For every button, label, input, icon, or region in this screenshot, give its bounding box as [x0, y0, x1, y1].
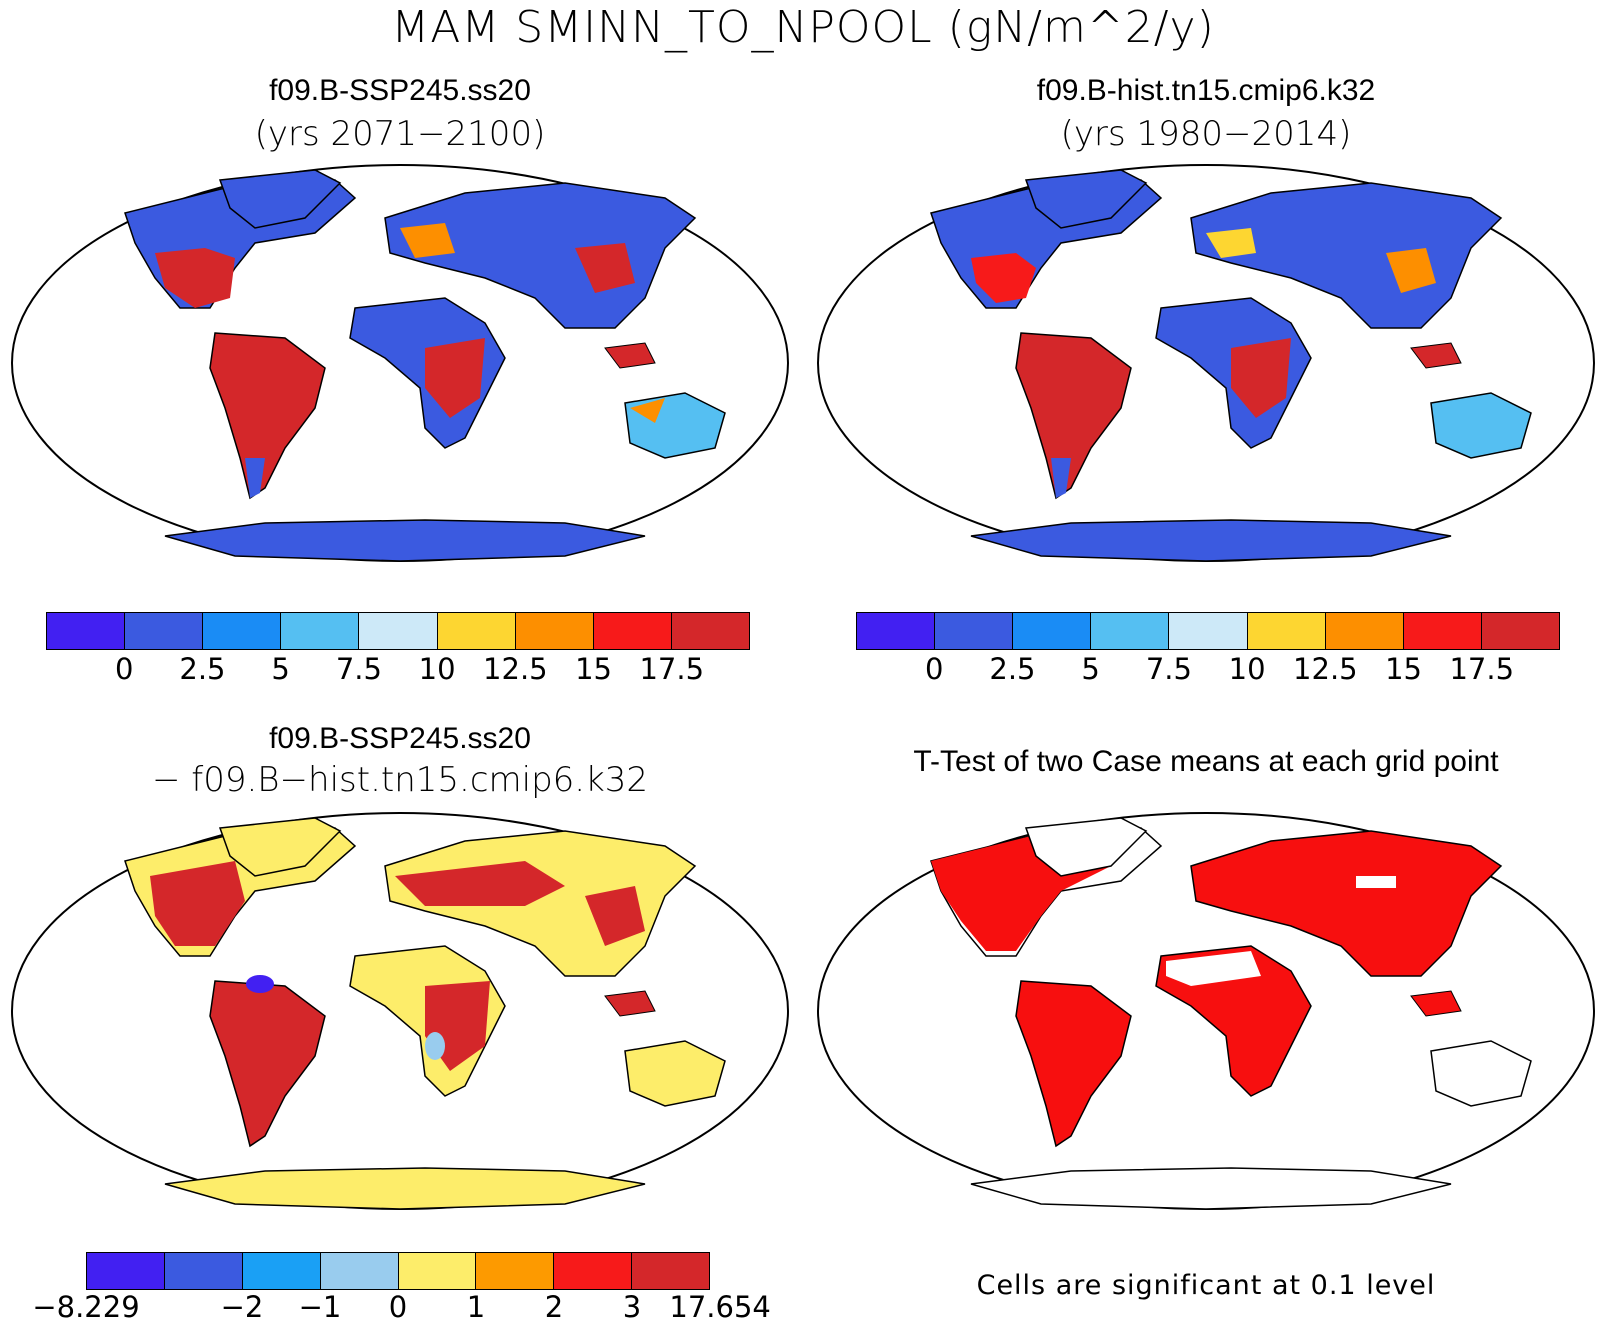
south-america [209, 332, 326, 500]
colorbar-box [437, 613, 516, 649]
colorbar-tick-label: 0 [388, 1290, 408, 1324]
colorbar-box [242, 1253, 321, 1289]
colorbar-box [1403, 613, 1482, 649]
panel-tl-years: (yrs 2071−2100) [254, 114, 546, 154]
colorbar-box [281, 613, 360, 649]
panel-tr-map [817, 164, 1595, 562]
colorbar-tick-label: 12.5 [1293, 652, 1358, 686]
colorbar-box [1481, 613, 1559, 649]
colorbar-tick-label: 12.5 [483, 652, 548, 686]
colorbar-tick-label: −8.229 [32, 1290, 140, 1324]
panel-bl-case-title: f09.B-SSP245.ss20 [269, 722, 531, 755]
antarctica [164, 519, 646, 562]
panel-tr-colorbar [856, 612, 1560, 650]
colorbar-box [671, 613, 749, 649]
colorbar-tick-label: 7.5 [335, 652, 382, 686]
colorbar-box [1169, 613, 1248, 649]
panel-tr-years: (yrs 1980−2014) [1060, 114, 1352, 154]
panel-tr-colorbar-labels: 0 2.5 5 7.5 10 12.5 15 17.5 [856, 652, 1560, 688]
colorbar-box [593, 613, 672, 649]
colorbar-tick-label: 17.654 [669, 1290, 771, 1324]
colorbar-box [554, 1253, 633, 1289]
colorbar-box [320, 1253, 399, 1289]
colorbar-box [203, 613, 282, 649]
panel-bl-colorbar-labels: −8.229 −2 −1 0 1 2 3 17.654 [32, 1290, 771, 1326]
colorbar-box [87, 1253, 165, 1289]
colorbar-box [632, 1253, 709, 1289]
eurasia [384, 182, 697, 329]
panel-tl-map [11, 164, 789, 562]
colorbar-tick-label: 5 [1081, 652, 1100, 686]
colorbar-box [515, 613, 594, 649]
panel-tl-colorbar [46, 612, 750, 650]
colorbar-tick-label: −1 [298, 1290, 342, 1324]
colorbar-box [476, 1253, 555, 1289]
colorbar-box [398, 1253, 477, 1289]
colorbar-box [47, 613, 126, 649]
colorbar-tick-label: 2 [544, 1290, 564, 1324]
panel-tl-colorbar-labels: 0 2.5 5 7.5 10 12.5 15 17.5 [46, 652, 750, 688]
colorbar-tick-label: 0 [924, 652, 944, 686]
colorbar-tick-label: 2.5 [989, 652, 1036, 686]
colorbar-box [1247, 613, 1326, 649]
colorbar-tick-label: 15 [1385, 652, 1422, 686]
colorbar-tick-label: 0 [114, 652, 134, 686]
main-title: MAM SMINN_TO_NPOOL (gN/m^2/y) [391, 2, 1215, 53]
colorbar-tick-label: 7.5 [1145, 652, 1192, 686]
colorbar-box [1325, 613, 1404, 649]
panel-tl-case-title: f09.B-SSP245.ss20 [269, 74, 531, 107]
colorbar-box [935, 613, 1014, 649]
colorbar-tick-label: 2.5 [179, 652, 226, 686]
panel-br-title: T-Test of two Case means at each grid po… [913, 745, 1499, 778]
colorbar-tick-label: 17.5 [639, 652, 705, 686]
panel-br-significance-note: Cells are significant at 0.1 level [976, 1270, 1436, 1301]
colorbar-tick-label: 17.5 [1449, 652, 1515, 686]
colorbar-tick-label: 15 [575, 652, 612, 686]
panel-tr-case-title: f09.B-hist.tn15.cmip6.k32 [1036, 74, 1376, 107]
colorbar-box [857, 613, 936, 649]
colorbar-tick-label: 3 [622, 1290, 642, 1324]
colorbar-tick-label: 5 [271, 652, 290, 686]
colorbar-box [1013, 613, 1092, 649]
colorbar-box [1091, 613, 1170, 649]
panel-bl-map [11, 812, 789, 1210]
colorbar-box [164, 1253, 243, 1289]
panel-br-map [817, 812, 1595, 1210]
colorbar-tick-label: 1 [466, 1290, 486, 1324]
colorbar-box [125, 613, 204, 649]
colorbar-tick-label: −2 [220, 1290, 264, 1324]
colorbar-tick-label: 10 [1228, 652, 1266, 686]
panel-bl-colorbar [86, 1252, 710, 1290]
panel-bl-subtitle: − f09.B−hist.tn15.cmip6.k32 [151, 760, 649, 800]
colorbar-tick-label: 10 [418, 652, 456, 686]
colorbar-box [359, 613, 438, 649]
